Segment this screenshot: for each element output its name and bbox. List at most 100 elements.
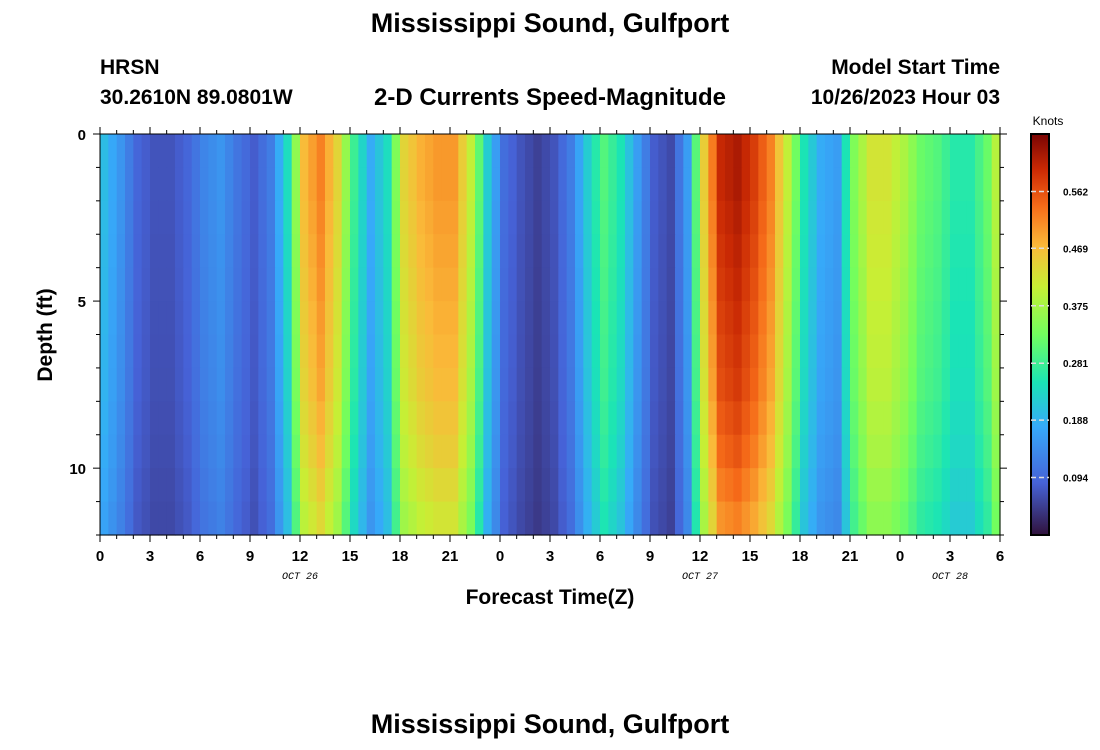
heatmap-cell (125, 367, 134, 402)
heatmap-cell (416, 334, 426, 369)
heatmap-cell (158, 167, 168, 202)
x-tick-label: 15 (342, 548, 359, 565)
heatmap-cell (133, 367, 143, 402)
heatmap-cell (383, 468, 393, 503)
heatmap-cell (341, 367, 351, 402)
heatmap-cell (600, 334, 609, 369)
heatmap-cell (741, 468, 751, 503)
heatmap-cell (183, 167, 193, 202)
heatmap-cell (541, 167, 551, 202)
heatmap-cell (283, 468, 293, 503)
heatmap-cell (800, 468, 809, 503)
heatmap-cell (241, 468, 251, 503)
heatmap-cell (791, 134, 801, 169)
heatmap-cell (858, 134, 868, 169)
heatmap-cell (208, 468, 218, 503)
heatmap-cell (883, 267, 893, 302)
heatmap-cell (966, 434, 976, 469)
heatmap-cell (841, 301, 851, 336)
heatmap-cell (233, 234, 243, 269)
heatmap-cell (100, 501, 109, 536)
heatmap-cell (316, 334, 326, 369)
date-label: OCT 26 (282, 572, 318, 583)
heatmap-cell (366, 401, 376, 436)
heatmap-cell (441, 134, 451, 169)
heatmap-cell (916, 134, 926, 169)
heatmap-cell (175, 301, 184, 336)
heatmap-cell (458, 468, 468, 503)
heatmap-cell (225, 234, 234, 269)
heatmap-cell (600, 301, 609, 336)
heatmap-cell (366, 501, 376, 536)
heatmap-cell (633, 367, 643, 402)
heatmap-cell (466, 134, 476, 169)
heatmap-cell (575, 367, 584, 402)
heatmap-cell (341, 468, 351, 503)
heatmap-cell (466, 367, 476, 402)
heatmap-cell (408, 367, 418, 402)
heatmap-cell (575, 134, 584, 169)
heatmap-cell (758, 434, 768, 469)
heatmap-cell (958, 134, 968, 169)
heatmap-cell (975, 134, 984, 169)
heatmap-cell (441, 267, 451, 302)
heatmap-cell (958, 434, 968, 469)
heatmap-cell (625, 234, 634, 269)
heatmap-cell (483, 401, 493, 436)
heatmap-cell (175, 167, 184, 202)
heatmap-cell (716, 434, 726, 469)
heatmap-cell (183, 501, 193, 536)
heatmap-cell (116, 501, 126, 536)
heatmap-cell (741, 367, 751, 402)
heatmap-cell (716, 301, 726, 336)
heatmap-cell (216, 334, 226, 369)
date-label: OCT 27 (682, 572, 718, 583)
heatmap-cell (400, 267, 409, 302)
x-tick-label: 6 (996, 548, 1004, 565)
heatmap-cell (208, 367, 218, 402)
heatmap-cell (575, 334, 584, 369)
heatmap-cell (850, 200, 859, 235)
heatmap-cell (425, 468, 434, 503)
heatmap-cell (641, 301, 651, 336)
heatmap-cell (608, 200, 618, 235)
heatmap-cell (866, 301, 876, 336)
heatmap-cell (950, 334, 959, 369)
heatmap-cell (658, 234, 668, 269)
heatmap-cell (450, 468, 459, 503)
heatmap-cell (133, 167, 143, 202)
heatmap-cell (808, 501, 818, 536)
heatmap-cell (341, 167, 351, 202)
heatmap-cell (283, 367, 293, 402)
heatmap-cell (725, 234, 734, 269)
heatmap-cell (125, 334, 134, 369)
heatmap-cell (858, 200, 868, 235)
heatmap-cell (308, 367, 318, 402)
heatmap-cell (850, 267, 859, 302)
heatmap-cell (291, 401, 301, 436)
heatmap-cell (566, 267, 576, 302)
heatmap-cell (941, 267, 951, 302)
heatmap-cell (150, 367, 159, 402)
heatmap-cell (666, 401, 676, 436)
heatmap-cell (375, 234, 384, 269)
heatmap-cell (591, 200, 601, 235)
heatmap-cell (966, 401, 976, 436)
heatmap-cell (525, 200, 534, 235)
heatmap-cell (458, 234, 468, 269)
heatmap-cell (416, 301, 426, 336)
heatmap-cell (258, 234, 268, 269)
heatmap-cell (216, 200, 226, 235)
heatmap-cell (325, 367, 334, 402)
heatmap-cell (608, 334, 618, 369)
heatmap-cell (741, 434, 751, 469)
heatmap-cell (875, 301, 884, 336)
heatmap-cell (491, 434, 501, 469)
heatmap-cell (125, 401, 134, 436)
heatmap-cell (483, 501, 493, 536)
heatmap-cell (333, 234, 343, 269)
x-tick-label: 18 (792, 548, 809, 565)
heatmap-cell (941, 334, 951, 369)
heatmap-cell (375, 501, 384, 536)
heatmap-cell (891, 267, 901, 302)
